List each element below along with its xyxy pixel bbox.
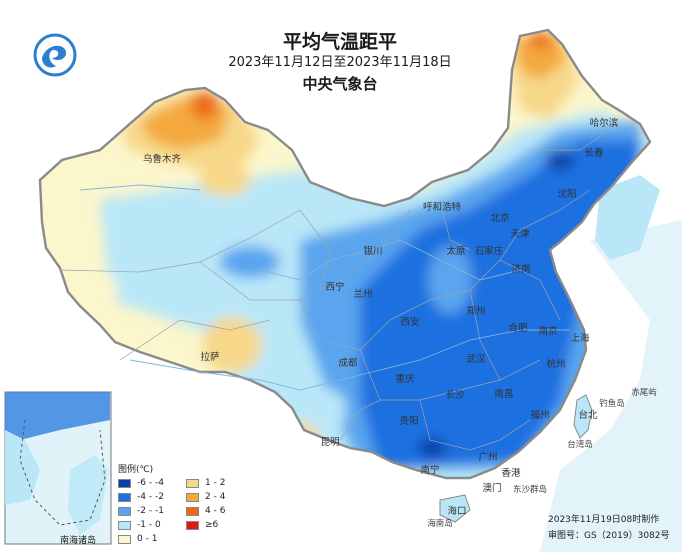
province-boundaries [59,129,611,451]
date-range: 2023年11月12日至2023年11月18日 [228,55,452,70]
city-label: 福州 [530,410,550,421]
city-label: 澳门 [482,483,502,494]
city-label: 上海 [570,333,590,344]
island-label: 赤尾屿 [631,388,657,398]
city-label: 哈尔滨 [589,118,619,129]
city-label: 天津 [510,229,530,240]
city-label: 海口 [447,506,467,517]
city-label: 郑州 [466,306,486,317]
legend-swatch [118,492,131,502]
legend-label: -6 - -4 [137,478,164,488]
legend-item: -2 - -1 [118,505,164,517]
island-label: 钓鱼岛 [599,399,625,409]
city-label: 成都 [338,358,358,369]
city-label: 长沙 [445,390,465,401]
title-block: 平均气温距平 2023年11月12日至2023年11月18日 中央气象台 [190,30,490,96]
issue-time: 2023年11月19日08时制作 [548,515,660,525]
island-label: 海南岛 [427,519,453,529]
city-label: 南京 [538,326,558,337]
legend-swatch [118,534,131,544]
legend-item: -4 - -2 [118,491,164,503]
cma-logo-icon [33,33,77,77]
legend-swatch [186,506,199,516]
city-label: 南昌 [494,389,514,400]
city-label: 台北 [578,410,598,421]
city-label: 沈阳 [557,189,577,200]
city-label: 北京 [490,213,510,224]
city-label: 西安 [400,317,420,328]
legend-title: 图例(℃) [118,465,154,475]
legend-label: -2 - -1 [137,506,164,516]
city-label: 杭州 [546,359,566,370]
city-label: 济南 [511,264,531,275]
island-label: 东沙群岛 [512,485,548,495]
legend-label: 4 - 6 [205,506,226,516]
city-label: 重庆 [395,374,415,385]
city-label: 香港 [501,468,521,479]
legend-swatch [186,492,199,502]
south-china-sea-inset [4,391,112,545]
rivers [79,184,570,391]
city-label: 银川 [363,246,383,257]
footer: 2023年11月19日08时制作 审图号：GS（2019）3082号 [548,512,678,544]
legend-label: 1 - 2 [205,478,226,488]
legend-item: 0 - 1 [118,533,157,545]
legend-item: 1 - 2 [186,477,225,489]
legend-label: 2 - 4 [205,492,226,502]
hainan-island [439,494,471,523]
legend-swatch [118,478,131,488]
city-label: 昆明 [320,437,340,448]
city-label: 南宁 [420,465,440,476]
legend-item: 2 - 4 [186,491,225,503]
city-label: 呼和浩特 [422,202,462,213]
taiwan-island [573,394,593,439]
review-number: 审图号：GS（2019）3082号 [548,531,670,541]
city-label: 兰州 [353,289,373,300]
legend-swatch [118,520,131,530]
legend-label: -4 - -2 [137,492,164,502]
legend-swatch [186,520,199,530]
legend-item: 4 - 6 [186,505,225,517]
china-border [38,28,652,480]
legend: 图例(℃) -6 - -4 -4 - -2 -2 - -1 -1 - 0 0 -… [118,462,268,545]
legend-swatch [118,506,131,516]
legend-item: -6 - -4 [118,477,164,489]
city-label: 太原 [446,246,466,257]
city-label: 广州 [478,452,498,463]
city-label: 武汉 [466,354,486,365]
city-label: 西宁 [325,282,345,293]
city-label: 石家庄 [474,246,504,257]
legend-item: ≥6 [186,519,218,531]
legend-item: -1 - 0 [118,519,161,531]
legend-label: -1 - 0 [137,520,161,530]
city-label: 长春 [584,148,604,159]
legend-label: ≥6 [205,520,219,530]
city-label: 拉萨 [200,352,220,363]
inset-label: 南海诸岛 [60,536,97,546]
agency-name: 中央气象台 [302,75,378,93]
legend-swatch [186,478,199,488]
island-label: 台湾岛 [567,440,593,450]
city-label: 乌鲁木齐 [142,154,182,165]
legend-label: 0 - 1 [137,534,158,544]
map-title: 平均气温距平 [282,31,397,53]
city-label: 贵阳 [399,416,419,427]
city-label: 合肥 [508,323,528,334]
